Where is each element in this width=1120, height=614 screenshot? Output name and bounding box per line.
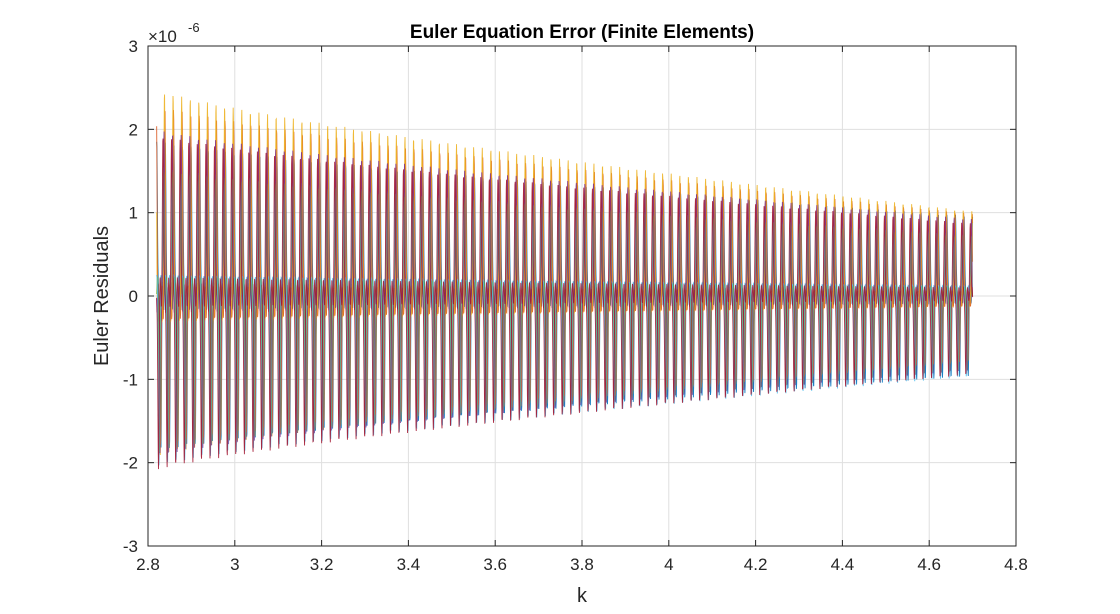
y-tick-label: 2 [129,120,138,139]
y-exponent-power: -6 [188,20,200,35]
y-tick-label: -1 [123,370,138,389]
series-lines [156,94,974,470]
x-tick-label: 4.6 [917,555,941,574]
x-axis-ticks: 2.8 3 3.2 3.4 3.6 3.8 4 4.2 4.4 4.6 4.8 [136,46,1028,574]
x-tick-label: 3.4 [397,555,421,574]
x-tick-label: 3 [230,555,239,574]
x-tick-label: 2.8 [136,555,160,574]
y-exponent-base: ×10 [148,27,177,46]
x-tick-label: 4.2 [744,555,768,574]
x-tick-label: 4.4 [831,555,855,574]
x-axis-label: k [577,585,588,607]
y-tick-label: 0 [129,287,138,306]
y-axis-ticks: -3 -2 -1 0 1 2 3 [123,37,1016,556]
x-tick-label: 4 [664,555,673,574]
x-tick-label: 3.2 [310,555,334,574]
chart-title: Euler Equation Error (Finite Elements) [410,22,754,43]
x-tick-label: 4.8 [1004,555,1028,574]
y-axis-label: Euler Residuals [91,226,113,366]
series-line-7 [156,138,974,470]
y-tick-label: -2 [123,454,138,473]
x-tick-label: 3.6 [483,555,507,574]
y-tick-label: 3 [129,37,138,56]
y-tick-label: 1 [129,204,138,223]
x-tick-label: 3.8 [570,555,594,574]
y-tick-label: -3 [123,537,138,556]
